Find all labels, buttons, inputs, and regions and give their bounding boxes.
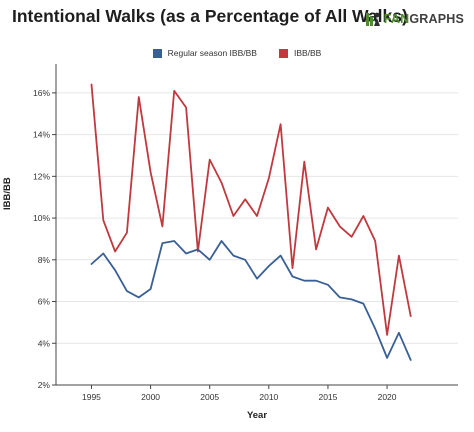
y-tick-label: 16% bbox=[33, 88, 50, 98]
x-tick-label: 2020 bbox=[378, 392, 397, 402]
x-tick-label: 1995 bbox=[82, 392, 101, 402]
y-tick-label: 12% bbox=[33, 171, 50, 181]
legend-swatch-ibb bbox=[278, 48, 288, 58]
series-line-regular-season bbox=[90, 240, 412, 361]
x-axis-label: Year bbox=[247, 410, 267, 421]
logo-accent-text: FAN bbox=[383, 12, 410, 26]
y-tick-label: 6% bbox=[38, 297, 51, 307]
y-tick-label: 10% bbox=[33, 213, 50, 223]
fangraphs-logo-text: FANGRAPHS bbox=[384, 12, 464, 26]
y-tick-label: 2% bbox=[38, 380, 51, 390]
x-tick-label: 2015 bbox=[318, 392, 337, 402]
x-tick-label: 2010 bbox=[259, 392, 278, 402]
legend-label-regular: Regular season IBB/BB bbox=[167, 48, 257, 58]
fangraphs-logo: FANGRAPHS bbox=[365, 11, 464, 27]
y-axis-label: IBB/BB bbox=[2, 177, 13, 210]
logo-rest-text: GRAPHS bbox=[409, 12, 464, 26]
chart-legend: Regular season IBB/BB IBB/BB bbox=[0, 48, 474, 58]
x-tick-label: 2000 bbox=[141, 392, 160, 402]
legend-swatch-regular bbox=[152, 48, 162, 58]
y-tick-label: 14% bbox=[33, 130, 50, 140]
x-tick-label: 2005 bbox=[200, 392, 219, 402]
y-tick-label: 8% bbox=[38, 255, 51, 265]
legend-item-ibb: IBB/BB bbox=[278, 48, 322, 58]
series-line-ibb-bb bbox=[90, 83, 412, 336]
fangraphs-logo-icon bbox=[365, 11, 382, 27]
y-tick-label: 4% bbox=[38, 338, 51, 348]
chart-title: Intentional Walks (as a Percentage of Al… bbox=[12, 6, 408, 26]
legend-item-regular: Regular season IBB/BB bbox=[152, 48, 257, 58]
legend-label-ibb: IBB/BB bbox=[293, 48, 322, 58]
